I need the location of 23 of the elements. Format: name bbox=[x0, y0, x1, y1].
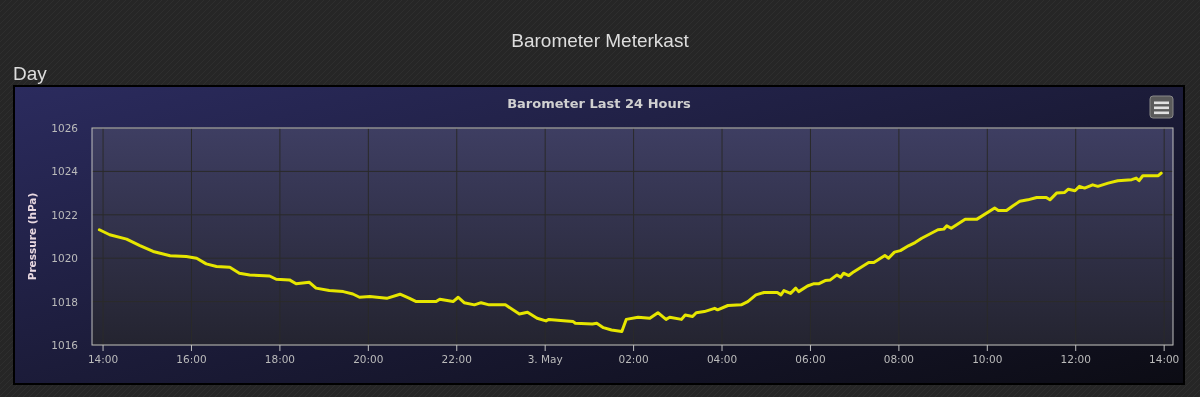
x-tick-label: 10:00 bbox=[972, 353, 1003, 365]
y-tick-label: 1018 bbox=[51, 295, 78, 308]
x-tick-label: 14:00 bbox=[87, 353, 119, 365]
text: Day bbox=[13, 63, 48, 84]
x-tick-label: 06:00 bbox=[795, 353, 826, 365]
x-tick-label: 20:00 bbox=[353, 353, 384, 365]
y-tick-label: 1022 bbox=[51, 208, 78, 221]
chart-title: Barometer Last 24 Hours bbox=[507, 96, 692, 111]
x-tick-label: 22:00 bbox=[441, 353, 472, 365]
x-tick-label: 12:00 bbox=[1060, 353, 1091, 365]
x-tick-label: 3. May bbox=[527, 353, 563, 365]
y-tick-label: 1026 bbox=[51, 122, 79, 134]
x-tick-label: 02:00 bbox=[618, 353, 649, 365]
y-tick-label: 1016 bbox=[51, 339, 79, 351]
y-tick-label: 1024 bbox=[51, 165, 79, 178]
x-tick-label: 14:00 bbox=[1149, 353, 1180, 365]
x-tick-label: 16:00 bbox=[176, 353, 207, 365]
y-tick-label: 1020 bbox=[51, 252, 78, 265]
x-tick-label: 18:00 bbox=[264, 353, 296, 365]
x-tick-label: 08:00 bbox=[883, 353, 915, 365]
text: Barometer Meterkast bbox=[511, 30, 690, 51]
y-axis-title: Pressure (hPa) bbox=[26, 192, 38, 281]
x-tick-label: 04:00 bbox=[706, 353, 738, 365]
